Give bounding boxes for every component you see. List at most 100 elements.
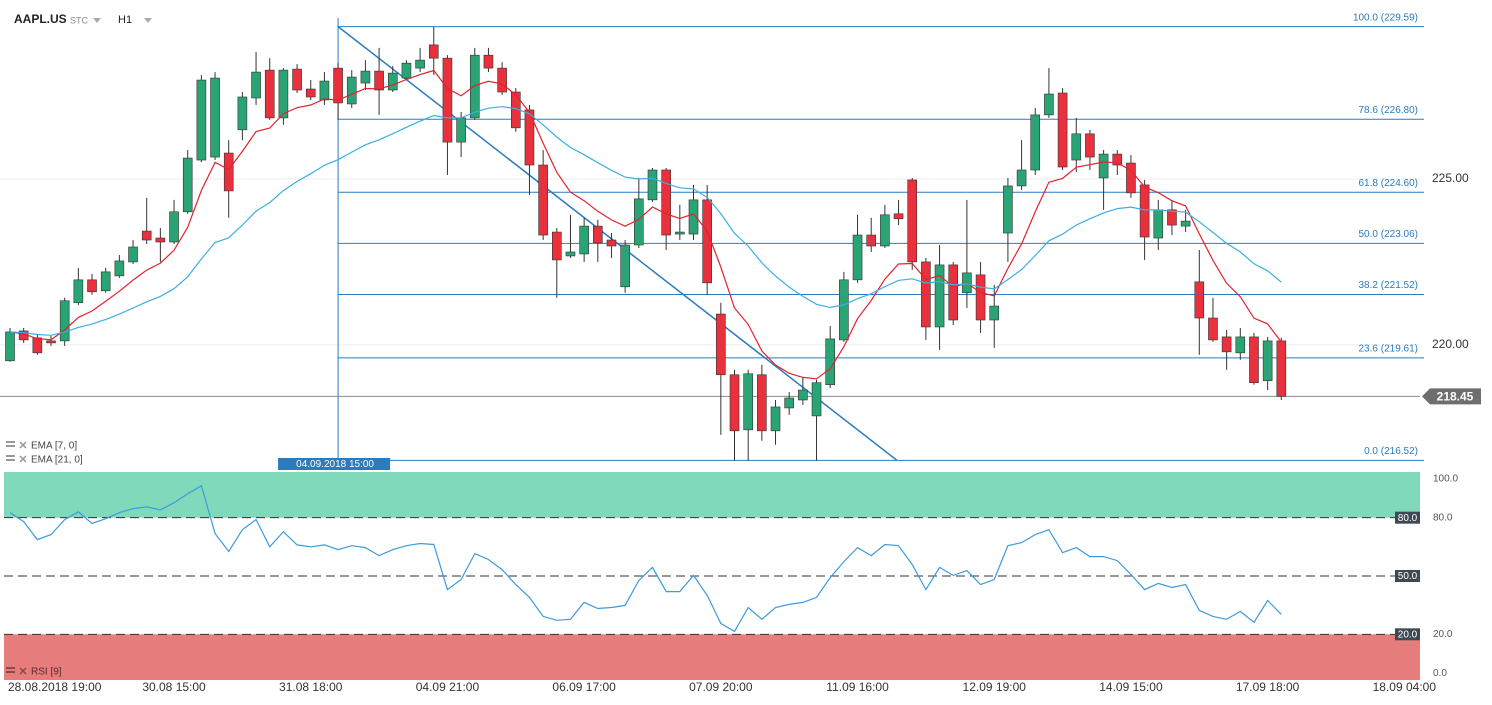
symbol[interactable]: AAPL.US: [14, 12, 67, 26]
candle-body: [1112, 153, 1123, 166]
fib-level-label: 23.6 (219.61): [1359, 343, 1419, 354]
level-label: 50.0: [1398, 571, 1418, 582]
candle-body: [1208, 317, 1218, 341]
fib-level-label: 100.0 (229.59): [1353, 12, 1418, 23]
indicator-legend: EMA [7, 0]: [31, 441, 77, 452]
candle-body: [1030, 114, 1041, 171]
candle-body: [264, 69, 275, 119]
ema7-legend-icon[interactable]: [6, 441, 27, 449]
dropdown-caret[interactable]: [93, 18, 101, 23]
candle-body: [784, 397, 794, 409]
x-tick-label: 30.08 15:00: [142, 680, 206, 694]
candle-body: [1167, 209, 1177, 226]
candle-body: [251, 71, 261, 99]
fib-level-label: 0.0 (216.52): [1364, 446, 1418, 457]
candle-body: [798, 389, 808, 401]
back-layer: [0, 18, 1424, 680]
candle-body: [210, 77, 220, 158]
candle-body: [32, 337, 43, 354]
candle-body: [1098, 153, 1109, 179]
candle-body: [387, 72, 398, 91]
candle-body: [59, 300, 70, 342]
candle-body: [661, 169, 671, 236]
candle-body: [1016, 169, 1027, 187]
icon-bar: [6, 455, 15, 457]
candle-body: [948, 264, 959, 321]
fib-date-label: 04.09.2018 15:00: [296, 459, 374, 470]
x-tick-label: 28.08.2018 19:00: [8, 680, 102, 694]
indicator-legend: EMA [21, 0]: [31, 455, 83, 466]
candle-body: [1044, 93, 1054, 116]
y-tick-label: 80.0: [1433, 512, 1453, 523]
ema-line: [9, 69, 1282, 380]
dropdown-caret[interactable]: [144, 18, 152, 23]
candle-body: [346, 76, 357, 105]
candle-body: [1276, 340, 1287, 397]
candle-body: [852, 234, 863, 281]
candle-body: [223, 152, 234, 192]
ema-line: [9, 106, 1282, 336]
y-tick-label: 20.0: [1433, 629, 1453, 640]
candle-body: [182, 157, 193, 213]
candle-body: [442, 57, 453, 143]
icon-bar: [6, 445, 15, 447]
candle-body: [702, 199, 712, 284]
candle-body: [825, 338, 836, 386]
candle-body: [1139, 184, 1150, 238]
asset-type[interactable]: STC: [70, 15, 89, 25]
icon-bar: [6, 459, 15, 461]
candle-body: [469, 54, 480, 119]
candle-body: [989, 305, 1000, 321]
candle-body: [1153, 209, 1164, 239]
indicator-legend: RSI [9]: [31, 667, 62, 678]
candle-body: [169, 211, 179, 243]
y-tick-label: 225.00: [1432, 171, 1469, 185]
rsi-legend-icon[interactable]: [6, 667, 27, 675]
candle-body: [292, 68, 302, 91]
candle-body: [1085, 133, 1095, 158]
x-tick-label: 31.08 18:00: [279, 680, 343, 694]
level-box: [1395, 511, 1420, 524]
candle-body: [565, 251, 576, 257]
candle-body: [866, 234, 877, 247]
candle-body: [483, 54, 494, 69]
main-layer: [5, 26, 1287, 633]
candle-body: [128, 246, 138, 263]
candle-body: [333, 67, 343, 104]
fib-date-box: [278, 458, 391, 470]
icon-bar: [6, 441, 15, 443]
candle-body: [538, 164, 548, 236]
x-tick-label: 11.09 16:00: [826, 680, 889, 694]
rsi-line: [9, 484, 1282, 633]
candle-body: [1126, 162, 1136, 194]
candle-body: [579, 225, 589, 255]
candle-body: [934, 264, 945, 328]
y-tick-label: 0.0: [1433, 668, 1447, 679]
fib-level-label: 38.2 (221.52): [1359, 280, 1419, 291]
interval[interactable]: H1: [118, 14, 132, 26]
candle-body: [770, 406, 781, 432]
candle-body: [155, 237, 166, 243]
x-tick-label: 07.09 20:00: [689, 680, 753, 694]
candle-body: [305, 88, 316, 98]
candle-body: [716, 313, 726, 376]
candle-body: [1180, 220, 1191, 227]
level-box: [1395, 570, 1420, 582]
candle-body: [401, 62, 412, 79]
candle-body: [647, 169, 658, 201]
level-box: [1395, 628, 1420, 641]
oversold-zone: [4, 634, 1420, 680]
fib-level-label: 50.0 (223.06): [1359, 229, 1419, 240]
last-price-box: [1422, 388, 1481, 405]
fib-level-label: 61.8 (224.60): [1359, 178, 1419, 189]
ema21-legend-icon[interactable]: [6, 455, 27, 463]
level-label: 20.0: [1398, 629, 1418, 640]
last-price-label: 218.45: [1437, 389, 1474, 403]
icon-close: [19, 441, 27, 449]
candle-body: [757, 374, 767, 432]
x-tick-label: 14.09 15:00: [1099, 680, 1163, 694]
icon-close: [19, 455, 27, 463]
candle-body: [237, 96, 248, 131]
candle-body: [1249, 336, 1259, 384]
x-tick-label: 06.09 17:00: [552, 680, 616, 694]
